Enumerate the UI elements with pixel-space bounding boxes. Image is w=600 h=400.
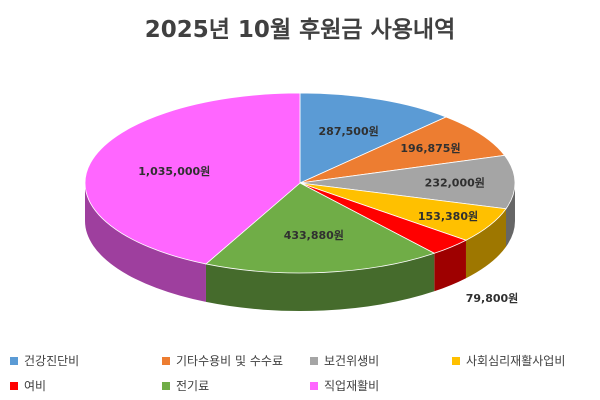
legend-item-7: 직업재활비 — [310, 377, 379, 394]
pie-chart: 287,500원 196,875원 232,000원 153,380원 79,800원 4… — [84, 92, 519, 311]
legend-item-4: 사회심리재활사업비 — [452, 352, 565, 369]
legend-swatch — [10, 356, 18, 365]
legend-label: 여비 — [24, 379, 47, 393]
pie-side-3 — [505, 183, 515, 247]
pie-slice-1 — [299, 92, 448, 184]
legend-item-6: 전기료 — [162, 377, 209, 394]
data-label-2: 196,875원 — [400, 141, 460, 155]
pie-slice-6 — [205, 182, 436, 274]
legend-item-5: 여비 — [10, 377, 46, 394]
legend-item-1: 건강진단비 — [10, 352, 79, 369]
pie-side-6 — [205, 253, 435, 311]
legend-label: 직업재활비 — [324, 379, 380, 393]
pie-side-5 — [434, 240, 466, 292]
legend-label: 건강진단비 — [24, 354, 80, 368]
legend-swatch — [162, 381, 170, 390]
legend-label: 보건위생비 — [324, 354, 380, 368]
data-label-5: 79,800원 — [466, 291, 519, 305]
pie-side-4 — [465, 208, 506, 279]
legend-item-3: 보건위생비 — [310, 352, 379, 369]
legend-swatch — [310, 356, 318, 365]
legend-label: 사회심리재활사업비 — [466, 354, 566, 368]
data-label-7: 1,035,000원 — [138, 164, 210, 178]
legend-label: 전기료 — [176, 379, 210, 393]
legend-swatch — [310, 381, 318, 390]
pie-slice-7 — [84, 92, 301, 265]
legend-swatch — [10, 381, 18, 390]
pie-side-7 — [84, 183, 206, 302]
legend-swatch — [452, 356, 460, 365]
data-label-3: 232,000원 — [425, 175, 485, 189]
legend-label: 기타수용비 및 수수료 — [176, 354, 283, 368]
legend-item-2: 기타수용비 및 수수료 — [162, 352, 283, 369]
pie-slice-2 — [299, 116, 506, 184]
data-label-1: 287,500원 — [319, 124, 379, 138]
data-label-4: 153,380원 — [418, 209, 478, 223]
data-label-6: 433,880원 — [284, 228, 344, 242]
legend-swatch — [162, 356, 170, 365]
chart-title: 2025년 10월 후원금 사용내역 — [144, 17, 456, 43]
pie-slice-3 — [299, 154, 516, 210]
